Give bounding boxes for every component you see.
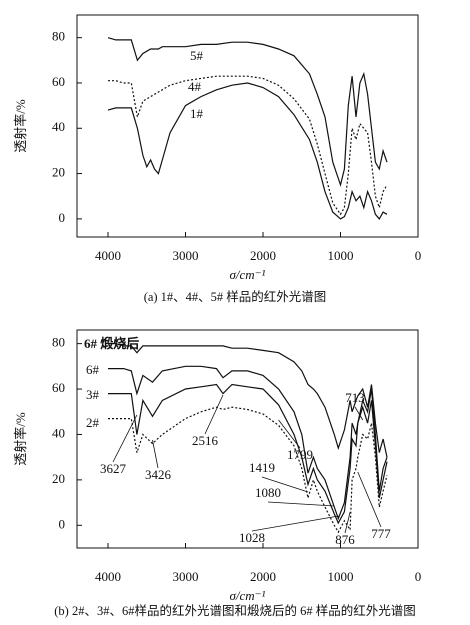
series-label: 5# [190, 48, 204, 63]
annotation-leader [112, 414, 138, 463]
series-label: 6# 煅烧后 [84, 336, 139, 351]
annotation: 876 [335, 532, 355, 547]
annotation: 1028 [239, 530, 265, 545]
x-tick-label: 4000 [95, 569, 121, 584]
annotation: 3627 [100, 461, 127, 476]
y-tick-label: 40 [52, 425, 65, 440]
annotation-leader [204, 394, 224, 435]
x-axis-title: σ/cm⁻¹ [230, 588, 266, 603]
spectrum-line [108, 343, 388, 458]
x-tick-label: 0 [415, 569, 422, 584]
y-tick-label: 20 [52, 165, 65, 180]
spectrum-line [107, 82, 388, 220]
x-tick-label: 1000 [328, 248, 354, 263]
y-tick-label: 40 [52, 119, 65, 134]
x-tick-label: 3000 [173, 248, 199, 263]
series-label: 4# [188, 79, 202, 94]
caption: (b) 2#、3#、6#样品的红外光谱图和煅烧后的 6# 样品的红外光谱图 [54, 603, 415, 618]
caption: (a) 1#、4#、5# 样品的红外光谱图 [144, 289, 327, 304]
plot-frame [76, 14, 419, 238]
annotation: 3426 [145, 467, 172, 482]
annotation: 2516 [192, 433, 219, 448]
spectrum-line [108, 75, 388, 216]
spectrum-line [107, 37, 388, 188]
x-tick-label: 2000 [250, 248, 276, 263]
y-axis-title: 透射率/% [13, 412, 28, 466]
x-tick-label: 2000 [250, 569, 276, 584]
series-label: 3# [86, 387, 100, 402]
x-tick-label: 4000 [95, 248, 121, 263]
y-axis-title: 透射率/% [13, 99, 28, 153]
spectrum-line [108, 365, 388, 521]
spectrum-line [108, 383, 388, 525]
annotation-leader [344, 511, 351, 534]
series-label: 1# [190, 106, 204, 121]
annotation-leader [354, 406, 364, 421]
y-tick-label: 60 [52, 74, 65, 89]
y-tick-label: 0 [59, 516, 66, 531]
annotation-leader [261, 476, 309, 493]
series-label: 6# [86, 362, 100, 377]
spectrum-line [108, 406, 388, 534]
y-tick-label: 80 [52, 335, 65, 350]
x-tick-label: 3000 [173, 569, 199, 584]
annotation: 1419 [249, 460, 275, 475]
x-tick-label: 0 [415, 248, 422, 263]
annotation: 713 [345, 390, 365, 405]
y-tick-label: 0 [59, 210, 66, 225]
plot-frame [76, 329, 419, 549]
annotation-leader [251, 515, 339, 532]
x-tick-label: 1000 [328, 569, 354, 584]
annotation: 777 [371, 526, 391, 541]
x-axis-title: σ/cm⁻¹ [230, 267, 266, 282]
annotation-leader [357, 471, 382, 528]
annotation-leader [278, 419, 301, 449]
annotation: 1080 [255, 485, 281, 500]
annotation-leader [152, 439, 159, 469]
annotation-leader [267, 501, 335, 507]
annotation: 1799 [287, 447, 313, 462]
y-tick-label: 20 [52, 471, 65, 486]
series-label: 2# [86, 415, 100, 430]
y-tick-label: 60 [52, 380, 65, 395]
y-tick-label: 80 [52, 29, 65, 44]
